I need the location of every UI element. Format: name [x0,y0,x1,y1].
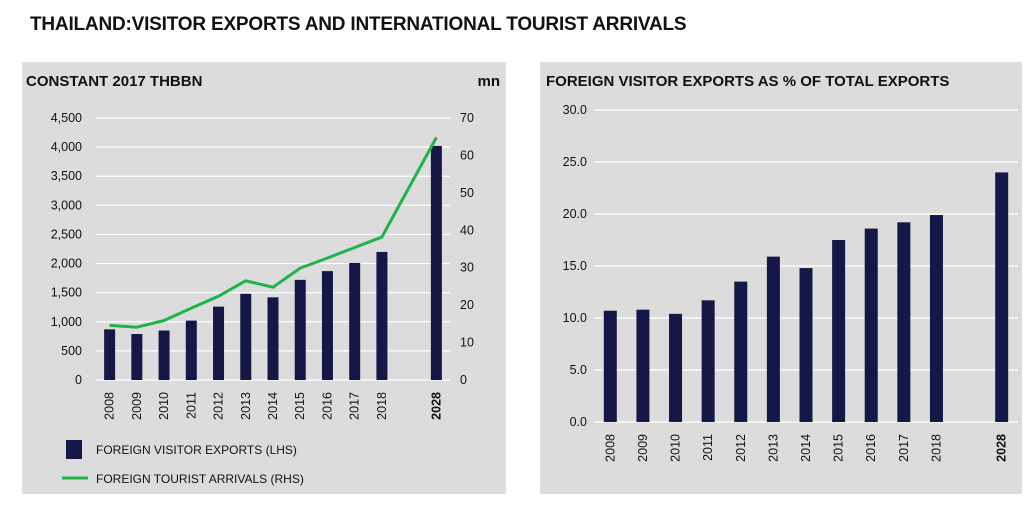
y-tick-right: 30.0 [563,103,587,117]
bar-right-2008 [603,310,617,422]
x-tick-left: 2018 [375,392,389,420]
x-tick-right: 2014 [799,434,813,462]
page-title: THAILAND:VISITOR EXPORTS AND INTERNATION… [30,14,687,35]
y-tick-left: 500 [61,344,82,358]
bar-right-2011 [701,300,715,422]
x-tick-right: 2028 [995,434,1009,462]
bar-left-2009 [131,334,143,380]
chart-left-svg: CONSTANT 2017 THBBN mn 05001,0001,5002,0… [26,73,501,486]
bar-right-2010 [669,313,683,422]
x-tick-left: 2011 [184,392,198,419]
x-tick-left: 2015 [293,392,307,420]
bar-left-2028 [430,145,442,380]
y-tick-left: 3,000 [51,198,82,212]
legend-label-line: FOREIGN TOURIST ARRIVALS (RHS) [96,472,304,486]
bar-left-2014 [267,297,279,380]
legend-swatch-bar [66,440,82,459]
x-tick-right: 2012 [734,434,748,462]
bar-left-2012 [213,306,225,380]
y-tick-right: 0.0 [570,415,587,429]
bar-left-2008 [104,329,116,380]
x-tick-right: 2018 [929,434,943,462]
chart-right-title: FOREIGN VISITOR EXPORTS AS % OF TOTAL EX… [546,73,949,90]
chart-right-svg: FOREIGN VISITOR EXPORTS AS % OF TOTAL EX… [546,73,1018,462]
bar-right-2013 [766,256,780,422]
y2-tick-left: 70 [460,111,474,125]
chart-right-y-ticks: 0.0 5.0 10.0 15.0 20.0 25.0 30.0 [563,103,587,429]
x-tick-left: 2016 [320,392,334,420]
y-tick-right: 25.0 [563,155,587,169]
bar-left-2013 [240,293,252,380]
chart-left-line-series [109,136,438,329]
line-foreign-tourist-arrivals [109,136,438,329]
bar-right-2017 [897,222,911,422]
x-tick-left: 2014 [266,392,280,420]
x-tick-right: 2016 [864,434,878,462]
y-tick-left: 2,500 [51,227,82,241]
x-tick-left: 2017 [348,392,362,420]
y2-tick-left: 40 [460,223,474,237]
x-tick-left: 2009 [130,392,144,420]
y-tick-left: 4,000 [51,140,82,154]
y2-tick-left: 0 [460,373,467,387]
chart-left-y-ticks: 0 500 1,000 1,500 2,000 2,500 3,000 3,500 4,000 4… [51,111,82,387]
x-tick-left: 2028 [429,392,443,420]
chart-panel-right: FOREIGN VISITOR EXPORTS AS % OF TOTAL EX… [540,62,1022,494]
bar-right-2016 [864,228,878,422]
bar-left-2018 [376,251,388,380]
chart-panel-left: CONSTANT 2017 THBBN mn 0 500 1,000 1,500 2,0… [22,62,506,494]
chart-left-bars [104,145,442,380]
bar-left-2015 [294,279,306,380]
chart-left-x-ticks: 2008 2009 2010 2011 2012 2013 2014 2015 2016 2017… [103,392,444,420]
y-tick-left: 4,500 [51,111,82,125]
chart-right-bars [603,172,1009,422]
x-tick-left: 2008 [103,392,117,420]
bar-right-2012 [734,281,748,422]
y2-tick-left: 30 [460,261,474,275]
bar-right-2015 [832,240,846,422]
x-tick-right: 2010 [669,434,683,462]
chart-left-y2-ticks: 0 10 20 30 40 50 60 70 [460,111,474,387]
bar-left-2017 [349,262,361,380]
bar-right-2014 [799,268,813,422]
bar-left-2011 [185,320,197,380]
bar-right-2018 [929,215,943,422]
y2-tick-left: 20 [460,298,474,312]
bar-right-2028 [995,172,1009,422]
y-tick-left: 2,000 [51,257,82,271]
bar-left-2010 [158,330,170,380]
x-tick-right: 2008 [603,434,617,462]
x-tick-right: 2017 [897,434,911,462]
chart-left-y2-unit: mn [478,73,501,90]
y-tick-left: 1,000 [51,315,82,329]
x-tick-right: 2013 [766,434,780,462]
bar-left-2016 [321,271,333,380]
chart-right-x-ticks: 2008 2009 2010 2011 2012 2013 2014 2015 2016 2017… [603,434,1008,462]
y-tick-right: 15.0 [563,259,587,273]
y-tick-left: 1,500 [51,286,82,300]
y2-tick-left: 50 [460,186,474,200]
x-tick-left: 2012 [212,392,226,420]
y2-tick-left: 60 [460,148,474,162]
y-tick-right: 20.0 [563,207,587,221]
chart-left-title: CONSTANT 2017 THBBN [26,73,202,90]
x-tick-right: 2011 [701,434,715,461]
x-tick-right: 2015 [832,434,846,462]
x-tick-left: 2010 [157,392,171,420]
y-tick-left: 0 [75,373,82,387]
y-tick-left: 3,500 [51,169,82,183]
chart-left-legend: FOREIGN VISITOR EXPORTS (LHS) FOREIGN TO… [62,440,304,486]
x-tick-left: 2013 [239,392,253,420]
legend-label-bar: FOREIGN VISITOR EXPORTS (LHS) [96,443,297,457]
y-tick-right: 10.0 [563,311,587,325]
bar-right-2009 [636,309,650,422]
y2-tick-left: 10 [460,336,474,350]
y-tick-right: 5.0 [570,363,587,377]
x-tick-right: 2009 [636,434,650,462]
